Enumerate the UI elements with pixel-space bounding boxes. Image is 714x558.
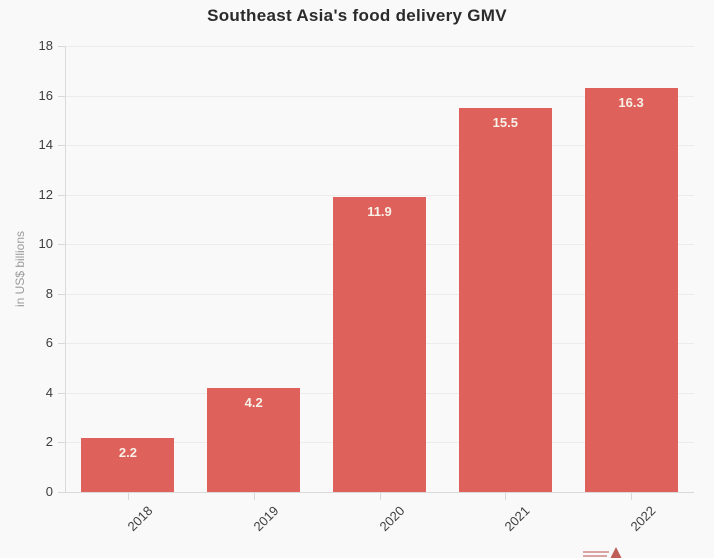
bar-2020: 11.9 [332, 197, 427, 492]
gridline [65, 46, 694, 47]
gridline [65, 195, 694, 196]
y-tick-mark [58, 244, 65, 245]
bar-value-label: 16.3 [618, 95, 644, 111]
y-tick-mark [58, 393, 65, 394]
chart-title: Southeast Asia's food delivery GMV [207, 6, 507, 25]
bar-2022: 16.3 [584, 88, 678, 492]
y-tick-mark [58, 492, 65, 493]
bar-slot: 4.2 [191, 46, 317, 492]
bar-value-label: 11.9 [367, 204, 392, 220]
y-tick-label: 2 [45, 434, 53, 449]
bar-value-label: 15.5 [492, 114, 518, 130]
brand-logo-triangle [610, 547, 622, 558]
y-axis-line [65, 46, 66, 492]
plot-area: 0 2 4 6 8 10 12 14 16 18 2.2 4.2 11.9 15.5 16.3 2018 2… [39, 38, 694, 534]
x-axis-label-2022: 2022 [627, 503, 659, 535]
gridline [65, 145, 694, 146]
y-tick-mark [58, 442, 65, 443]
y-tick-label: 10 [38, 236, 53, 251]
gridline [65, 492, 694, 493]
y-tick-mark [58, 343, 65, 344]
brand-logo-line [583, 551, 609, 553]
bar-2019: 4.2 [207, 387, 301, 492]
y-tick-label: 12 [38, 187, 53, 202]
bars-layer: 2.2 4.2 11.9 15.5 16.3 [65, 46, 694, 492]
bar-value-label: 2.2 [118, 444, 137, 460]
bar-slot: 16.3 [568, 46, 694, 492]
y-tick-mark [58, 294, 65, 295]
brand-logo-icon [583, 545, 623, 558]
y-tick-label: 0 [45, 484, 53, 499]
x-axis-label-2020: 2020 [376, 503, 408, 535]
brand-logo-line [583, 555, 607, 557]
bar-slot: 15.5 [442, 46, 568, 492]
gridline [65, 96, 694, 97]
y-tick-label: 8 [45, 286, 53, 301]
bar-value-label: 4.2 [244, 394, 263, 410]
y-tick-mark [58, 46, 65, 47]
y-tick-label: 14 [38, 137, 53, 152]
bar-2018: 2.2 [81, 437, 175, 492]
y-tick-label: 16 [38, 88, 53, 103]
x-axis-label-2019: 2019 [250, 503, 282, 535]
x-axis-label-2021: 2021 [501, 503, 533, 535]
x-tick-mark [380, 492, 381, 500]
x-tick-mark [505, 492, 506, 500]
y-tick-label: 4 [45, 385, 53, 400]
x-tick-mark [254, 492, 255, 500]
bar-slot: 2.2 [65, 46, 191, 492]
y-tick-mark [58, 195, 65, 196]
x-tick-mark [631, 492, 632, 500]
y-tick-mark [58, 96, 65, 97]
x-axis-label-2018: 2018 [124, 503, 156, 535]
x-tick-mark [128, 492, 129, 500]
y-tick-label: 6 [45, 335, 53, 350]
y-tick-label: 18 [38, 38, 53, 53]
bar-2021: 15.5 [458, 107, 552, 492]
x-axis-layer: 2018 2019 2020 2021 2022 [65, 492, 694, 556]
y-tick-mark [58, 145, 65, 146]
bar-slot: 11.9 [317, 46, 443, 492]
